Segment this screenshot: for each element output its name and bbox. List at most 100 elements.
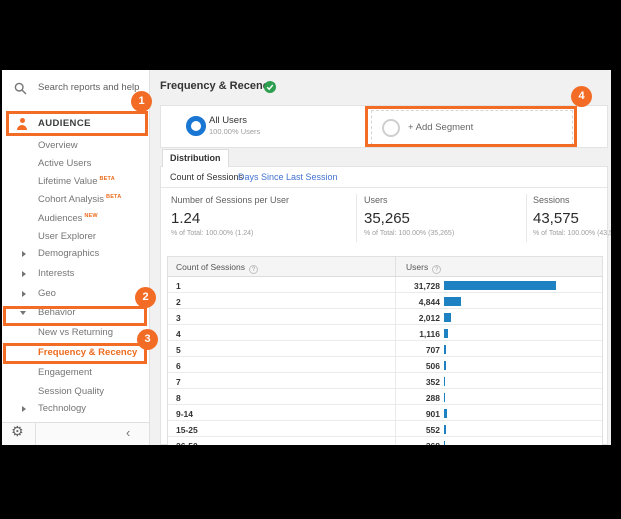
sidebar-item-overview[interactable]: Overview <box>2 137 149 155</box>
help-icon[interactable]: ? <box>248 265 258 274</box>
users-bar <box>444 392 446 402</box>
metric-sessions-per-user: Number of Sessions per User 1.24 % of To… <box>171 195 289 237</box>
column-header-users[interactable]: Users? <box>406 262 442 274</box>
sidebar-item-technology[interactable]: Technology <box>2 400 149 418</box>
search-label: Search reports and help <box>38 82 140 93</box>
sidebar-item-engagement[interactable]: Engagement <box>2 364 149 382</box>
metric-value: 35,265 <box>364 210 410 227</box>
table-row: 6 506 <box>168 357 602 373</box>
add-segment-button[interactable]: + Add Segment <box>371 110 573 145</box>
table-row: 2 4,844 <box>168 293 602 309</box>
users-value-cell: 707 <box>425 344 440 355</box>
badge-new: NEW <box>84 213 98 219</box>
column-divider <box>395 257 396 276</box>
sidebar-item-audiences[interactable]: Audiences NEW <box>2 210 149 228</box>
sidebar-item-label: Technology <box>38 403 87 414</box>
sidebar-item-session-quality[interactable]: Session Quality <box>2 383 149 401</box>
sidebar-item-interests[interactable]: Interests <box>2 265 149 283</box>
sidebar-item-label: Overview <box>38 140 78 151</box>
count-of-sessions-cell: 1 <box>176 280 181 291</box>
callout-3: 3 <box>137 329 158 350</box>
chevron-down-icon[interactable] <box>20 311 26 315</box>
badge-beta: BETA <box>106 194 122 200</box>
callout-2: 2 <box>135 287 156 308</box>
users-bar <box>444 424 446 434</box>
all-users-segment-icon[interactable] <box>186 116 206 136</box>
sidebar-item-active-users[interactable]: Active Users <box>2 155 149 173</box>
sidebar-item-user-explorer[interactable]: User Explorer <box>2 228 149 246</box>
all-users-segment-sublabel: 100.00% Users <box>209 127 261 136</box>
count-of-sessions-cell: 6 <box>176 360 181 371</box>
users-value-cell: 552 <box>425 424 440 435</box>
column-header-count-of-sessions[interactable]: Count of Sessions? <box>176 262 258 274</box>
users-bar <box>444 344 447 354</box>
sidebar-item-label: Active Users <box>38 158 92 169</box>
users-value-cell: 4,844 <box>418 296 440 307</box>
search-icon <box>14 82 27 95</box>
sidebar-item-label: User Explorer <box>38 231 97 242</box>
analytics-window: Search reports and help AUDIENCE Overview… <box>2 70 611 445</box>
gear-icon[interactable]: ⚙ <box>11 424 24 440</box>
column-divider <box>395 277 396 292</box>
segment-bar: All Users 100.00% Users + Add Segment <box>160 105 608 148</box>
collapse-sidebar-icon[interactable]: ‹ <box>126 425 131 440</box>
footer-divider <box>35 423 36 445</box>
users-bar <box>444 296 462 306</box>
column-divider <box>395 325 396 340</box>
chevron-right-icon[interactable] <box>22 250 26 257</box>
sidebar-item-cohort-analysis[interactable]: Cohort Analysis BETA <box>2 191 149 209</box>
verified-shield-icon <box>264 81 276 93</box>
users-value-cell: 352 <box>425 376 440 387</box>
users-bar <box>444 328 448 338</box>
metric-total: % of Total: 100.00% (43,575) <box>533 230 611 237</box>
chevron-right-icon[interactable] <box>22 290 26 297</box>
table-row: 8 288 <box>168 389 602 405</box>
chevron-right-icon[interactable] <box>22 405 26 412</box>
users-bar <box>444 280 556 290</box>
sidebar-item-label: Interests <box>38 268 75 279</box>
help-icon[interactable]: ? <box>432 265 442 274</box>
users-bar <box>444 376 446 386</box>
add-segment-circle-icon <box>382 119 400 137</box>
subtab-days-since-last-session[interactable]: Days Since Last Session <box>238 172 338 182</box>
table-row: 4 1,116 <box>168 325 602 341</box>
audience-person-icon <box>15 117 29 131</box>
badge-beta: BETA <box>99 176 115 182</box>
column-divider <box>395 405 396 420</box>
sidebar-item-new-vs-returning[interactable]: New vs Returning <box>2 324 149 342</box>
sidebar-nav: AUDIENCE Overview Active Users Lifetime Val… <box>2 70 149 445</box>
table-row: 7 352 <box>168 373 602 389</box>
column-divider <box>395 293 396 308</box>
sidebar-item-behavior[interactable]: Behavior <box>2 304 149 322</box>
search-reports-field[interactable]: Search reports and help <box>2 78 149 98</box>
sidebar-item-audience[interactable]: AUDIENCE <box>2 114 149 134</box>
users-value-cell: 901 <box>425 408 440 419</box>
report-panel: Count of Sessions Days Since Last Sessio… <box>160 166 611 445</box>
table-row: 9-14 901 <box>168 405 602 421</box>
count-of-sessions-cell: 26-50 <box>176 441 198 446</box>
chevron-right-icon[interactable] <box>22 270 26 277</box>
metric-users: Users 35,265 % of Total: 100.00% (35,265… <box>364 195 454 237</box>
sidebar-item-geo[interactable]: Geo <box>2 285 149 303</box>
all-users-segment-label[interactable]: All Users <box>209 115 248 126</box>
tab-distribution[interactable]: Distribution <box>162 149 229 167</box>
sidebar-item-lifetime-value[interactable]: Lifetime Value BETA <box>2 173 149 191</box>
sidebar-item-label: Behavior <box>38 307 76 318</box>
table-row: 26-50 368 <box>168 437 602 445</box>
count-of-sessions-cell: 15-25 <box>176 424 198 435</box>
users-value-cell: 2,012 <box>418 312 440 323</box>
sidebar-item-label: Geo <box>38 288 56 299</box>
users-bar <box>444 312 452 322</box>
sidebar-item-label: Frequency & Recency <box>38 347 138 358</box>
table-row: 5 707 <box>168 341 602 357</box>
column-header-label: Users <box>406 262 429 272</box>
sidebar-item-frequency-recency[interactable]: Frequency & Recency <box>2 344 149 362</box>
sidebar-item-demographics[interactable]: Demographics <box>2 245 149 263</box>
users-bar <box>444 440 446 445</box>
subtab-count-of-sessions[interactable]: Count of Sessions <box>170 172 244 182</box>
column-divider <box>395 309 396 324</box>
table-body: 1 31,728 2 4,844 3 2,012 4 1,116 5 707 6 506 7 352 8 28… <box>168 277 602 445</box>
sidebar-item-label: New vs Returning <box>38 327 113 338</box>
column-divider <box>395 437 396 445</box>
sidebar-item-label: Engagement <box>38 367 92 378</box>
